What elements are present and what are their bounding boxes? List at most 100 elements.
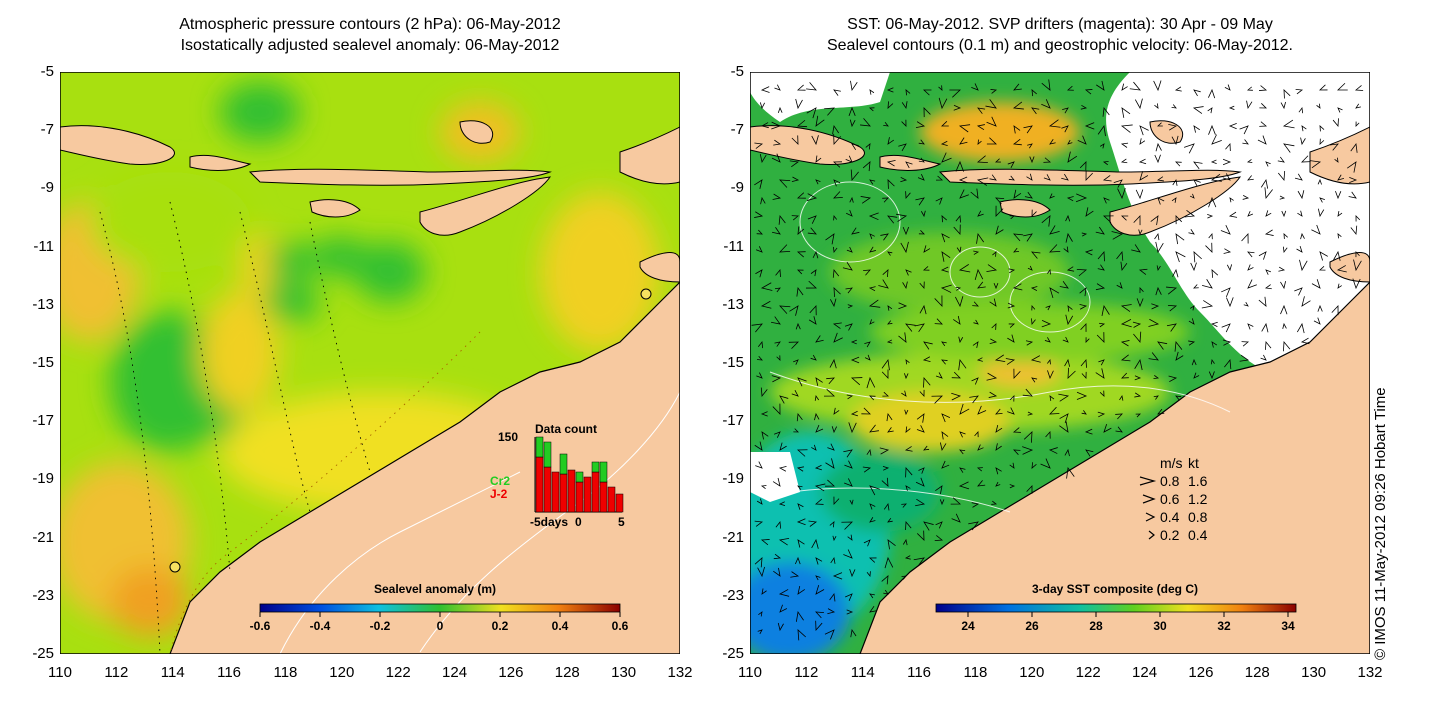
- velocity-arrow: [1076, 268, 1088, 277]
- velocity-arrow: [815, 585, 825, 595]
- velocity-arrow: [887, 305, 893, 311]
- velocity-arrow: [808, 316, 817, 325]
- velocity-arrow: [905, 89, 911, 96]
- velocity-arrow: [770, 316, 781, 325]
- velocity-arrow: [1171, 135, 1179, 146]
- velocity-arrow: [775, 268, 781, 278]
- velocity-arrow: [833, 133, 842, 146]
- velocity-arrow: [795, 98, 803, 110]
- velocity-arrow: [935, 197, 943, 205]
- velocity-arrow: [829, 358, 837, 369]
- velocity-arrow: [1188, 318, 1195, 325]
- x-tick-label: 124: [1132, 664, 1158, 681]
- velocity-arrow: [1009, 215, 1016, 220]
- inset-bar-j2: [599, 481, 608, 513]
- velocity-arrow: [955, 214, 961, 223]
- velocity-arrow: [797, 226, 805, 235]
- velocity-arrow: [869, 89, 875, 95]
- x-tick-label: 116: [217, 664, 242, 681]
- velocity-arrow: [863, 269, 871, 276]
- velocity-arrow: [1047, 358, 1051, 365]
- velocity-arrow: [1260, 178, 1269, 189]
- velocity-arrow: [1221, 323, 1231, 333]
- velocity-arrow: [772, 403, 781, 415]
- velocity-arrow: [1210, 321, 1218, 328]
- velocity-arrow: [1172, 178, 1178, 186]
- velocity-arrow: [773, 431, 781, 438]
- velocity-arrow: [1041, 215, 1051, 227]
- velocity-arrow: [832, 161, 842, 168]
- velocity-arrow: [1031, 89, 1037, 97]
- velocity-arrow: [1134, 98, 1143, 110]
- velocity-arrow: [1337, 107, 1343, 113]
- velocity-arrow: [815, 155, 822, 163]
- legend-arrow-icon: [1148, 530, 1155, 540]
- velocity-arrow: [1223, 248, 1232, 254]
- velocity-arrow: [955, 286, 962, 291]
- velocity-arrow: [1077, 135, 1087, 145]
- velocity-arrow: [1175, 351, 1184, 361]
- velocity-legend: m/s kt 0.8 1.6 0.6 1.2 0.4 0.8 0.2 0.4: [1139, 455, 1208, 543]
- velocity-arrow: [1247, 279, 1257, 289]
- velocity-arrow: [850, 169, 859, 182]
- velocity-arrow: [779, 244, 791, 253]
- velocity-arrow: [760, 411, 768, 417]
- velocity-arrow: [849, 196, 854, 203]
- velocity-arrow: [970, 188, 979, 199]
- velocity-arrow: [1241, 232, 1249, 244]
- velocity-arrow: [1095, 368, 1105, 379]
- velocity-arrow: [898, 302, 908, 310]
- velocity-arrow: [1085, 337, 1090, 343]
- velocity-arrow: [1067, 139, 1073, 145]
- velocity-arrow: [849, 569, 856, 578]
- velocity-arrow: [848, 106, 856, 117]
- velocity-arrow: [1081, 232, 1088, 237]
- velocity-arrow: [949, 89, 961, 98]
- legend-kt-value: 1.2: [1188, 491, 1208, 507]
- velocity-arrow: [797, 539, 805, 548]
- velocity-arrow: [1009, 395, 1015, 402]
- velocity-arrow: [914, 323, 925, 333]
- velocity-arrow: [1242, 139, 1249, 145]
- velocity-arrow: [1139, 286, 1144, 294]
- velocity-arrow: [1049, 406, 1060, 415]
- velocity-arrow: [994, 158, 1001, 163]
- velocity-arrow: [833, 246, 838, 254]
- velocity-arrow: [989, 338, 998, 345]
- velocity-arrow: [1260, 354, 1267, 361]
- velocity-arrow: [846, 394, 854, 400]
- velocity-arrow: [791, 215, 800, 221]
- velocity-arrow: [1157, 408, 1165, 415]
- velocity-arrow: [1228, 123, 1237, 130]
- velocity-arrow: [1080, 104, 1088, 110]
- velocity-arrow: [1061, 125, 1069, 133]
- velocity-arrow: [1008, 268, 1016, 274]
- velocity-arrow: [1294, 173, 1303, 181]
- velocity-arrow: [941, 431, 949, 440]
- inset-xtick-1: 0: [575, 515, 582, 529]
- velocity-arrow: [959, 403, 970, 415]
- velocity-arrow: [814, 394, 820, 401]
- velocity-arrow: [760, 282, 773, 291]
- velocity-arrow: [1120, 261, 1128, 272]
- x-tick-label: 132: [1357, 664, 1383, 681]
- colorbar-tick-label: 26: [1025, 619, 1039, 633]
- velocity-arrow: [1334, 157, 1339, 163]
- velocity-arrow: [976, 155, 988, 164]
- velocity-arrow: [1138, 229, 1143, 236]
- velocity-arrow: [992, 251, 997, 257]
- velocity-arrow: [934, 318, 943, 325]
- velocity-arrow: [1139, 125, 1149, 136]
- velocity-arrow: [832, 322, 842, 329]
- velocity-arrow: [1283, 143, 1295, 153]
- velocity-arrow: [809, 304, 817, 316]
- velocity-arrow: [814, 483, 826, 492]
- velocity-arrow: [754, 520, 764, 527]
- velocity-arrow: [915, 121, 926, 128]
- velocity-arrow: [1329, 143, 1339, 151]
- velocity-arrow: [1012, 101, 1024, 110]
- velocity-arrow: [760, 539, 770, 546]
- velocity-arrow: [1044, 337, 1051, 343]
- velocity-arrow: [1174, 340, 1183, 352]
- velocity-arrow: [977, 107, 986, 114]
